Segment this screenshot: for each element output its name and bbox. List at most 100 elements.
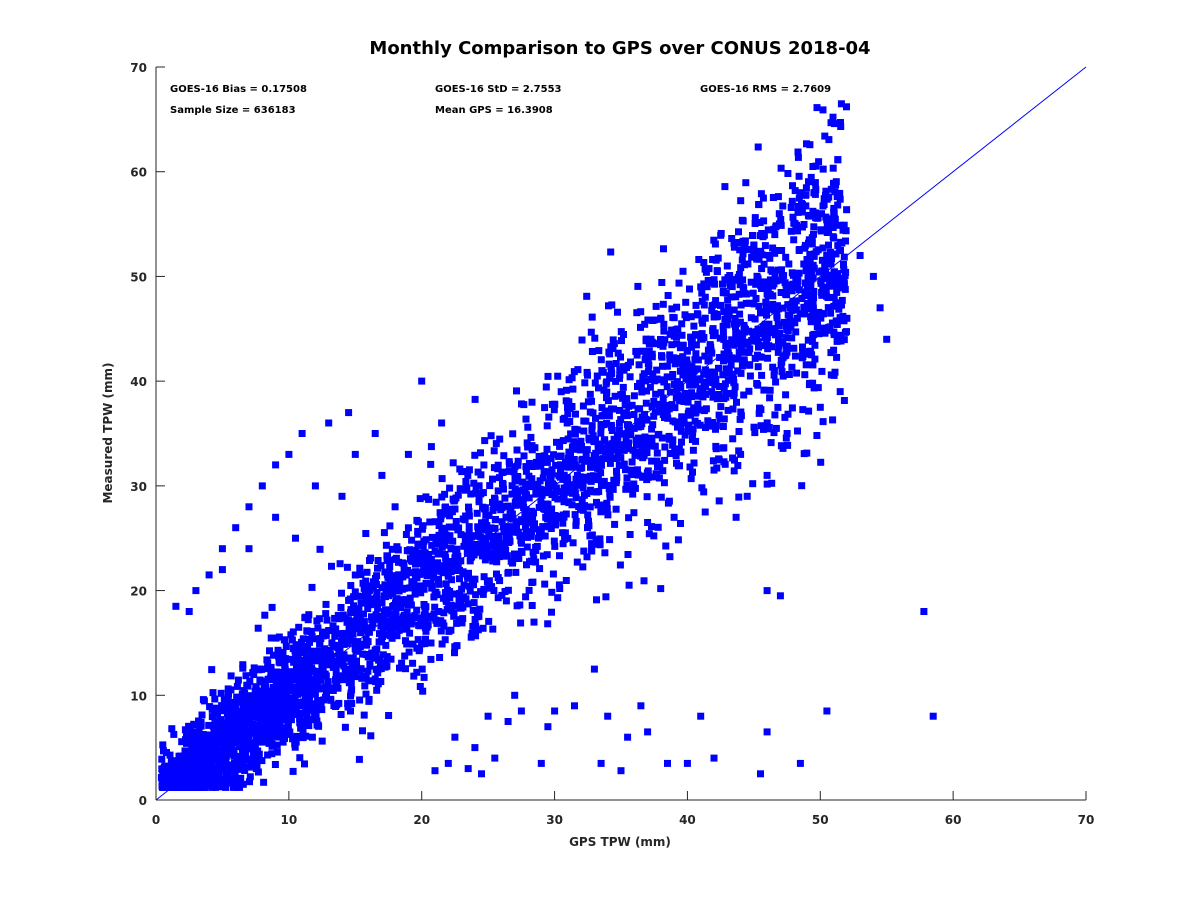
data-point: [271, 732, 279, 740]
data-point: [591, 436, 599, 444]
data-point: [478, 541, 485, 549]
data-point: [427, 655, 435, 663]
data-point: [406, 584, 414, 592]
data-point: [474, 613, 482, 621]
data-point: [317, 684, 325, 692]
data-point: [271, 728, 279, 736]
data-point: [644, 467, 652, 475]
data-point: [829, 164, 837, 172]
data-point: [460, 542, 468, 550]
data-point: [789, 182, 796, 190]
data-point: [272, 712, 279, 720]
data-point: [451, 649, 458, 657]
data-point: [841, 328, 849, 336]
data-point: [557, 461, 564, 469]
data-point: [823, 251, 831, 259]
data-point: [683, 396, 691, 404]
data-point: [679, 362, 687, 370]
data-point: [377, 678, 385, 685]
data-point: [360, 610, 367, 618]
data-point: [571, 430, 579, 438]
data-point: [458, 619, 466, 627]
data-point: [830, 273, 838, 281]
data-point: [542, 383, 550, 391]
data-point: [566, 484, 574, 492]
data-point: [799, 343, 806, 351]
data-point: [340, 662, 348, 670]
data-point: [289, 697, 297, 705]
data-point: [834, 201, 842, 209]
data-point: [245, 695, 253, 703]
data-point: [524, 443, 532, 451]
data-point: [673, 459, 680, 467]
outlier-point: [464, 765, 472, 773]
data-point: [420, 564, 428, 571]
data-point: [465, 508, 473, 516]
outlier-point: [192, 587, 200, 595]
data-point: [675, 279, 683, 287]
data-point: [819, 165, 827, 173]
data-point: [833, 353, 841, 361]
data-point: [341, 614, 349, 622]
data-point: [427, 443, 435, 451]
data-point: [463, 547, 471, 555]
data-point: [200, 783, 208, 791]
data-point: [620, 460, 628, 468]
data-point: [751, 220, 759, 227]
data-point: [206, 731, 214, 739]
series-outlier-points: [172, 220, 937, 778]
data-point: [253, 763, 261, 771]
data-point: [459, 603, 467, 611]
data-point: [782, 434, 790, 442]
data-point: [796, 310, 804, 318]
data-point: [160, 763, 168, 771]
data-point: [539, 552, 547, 560]
data-point: [815, 158, 823, 166]
data-point: [668, 401, 676, 409]
outlier-point: [816, 403, 824, 411]
data-point: [414, 636, 422, 644]
data-point: [434, 538, 442, 546]
data-point: [421, 608, 429, 616]
data-point: [283, 724, 291, 732]
data-point: [796, 191, 804, 199]
data-point: [704, 277, 712, 284]
data-point: [764, 354, 771, 362]
data-point: [522, 467, 530, 475]
data-point: [813, 104, 821, 112]
data-point: [711, 301, 719, 308]
data-point: [360, 622, 368, 630]
data-point: [556, 442, 564, 450]
data-point: [431, 603, 439, 611]
data-point: [658, 434, 666, 442]
data-point: [628, 458, 636, 466]
data-point: [577, 503, 585, 511]
data-point: [593, 372, 601, 380]
x-tick-label: 50: [812, 813, 829, 827]
data-point: [311, 678, 319, 686]
data-point: [686, 285, 693, 293]
data-point: [441, 510, 449, 518]
data-point: [658, 352, 665, 360]
data-point: [482, 511, 490, 519]
data-point: [586, 408, 594, 416]
data-point: [467, 547, 475, 555]
data-point: [461, 486, 469, 494]
data-point: [402, 665, 409, 673]
data-point: [771, 272, 779, 280]
data-point: [788, 404, 796, 412]
data-point: [810, 230, 817, 238]
data-point: [178, 780, 186, 787]
data-point: [207, 760, 215, 768]
data-point: [305, 691, 313, 699]
data-point: [740, 285, 748, 293]
data-point: [779, 202, 787, 210]
data-point: [836, 195, 844, 203]
data-point: [702, 366, 709, 374]
data-point: [757, 190, 765, 198]
data-point: [422, 579, 430, 587]
data-point: [273, 748, 281, 756]
data-point: [521, 487, 529, 495]
data-point: [273, 741, 281, 749]
data-point: [378, 599, 386, 607]
